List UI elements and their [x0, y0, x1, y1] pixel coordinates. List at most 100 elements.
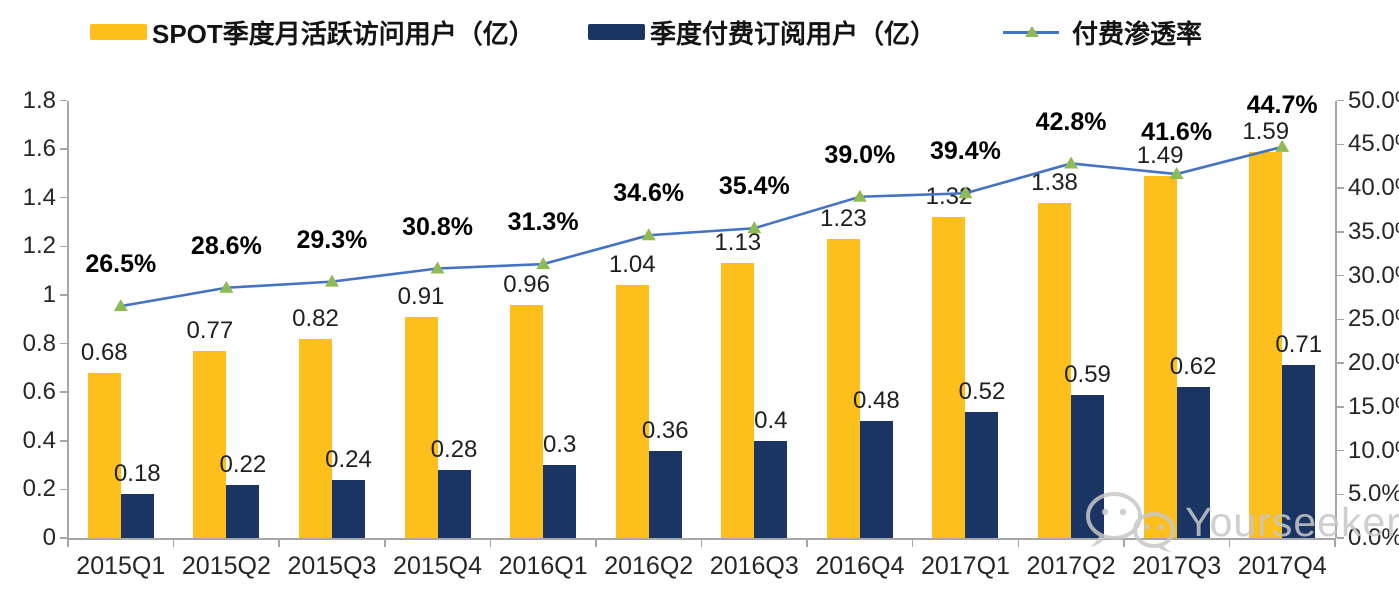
left-axis-tick: [60, 488, 67, 491]
right-axis-tick: [1336, 493, 1344, 495]
mau-value-label: 1.32: [925, 183, 973, 211]
x-axis-label: 2017Q3: [1132, 552, 1222, 580]
x-axis-label: 2017Q4: [1237, 552, 1327, 580]
subs-value-label: 0.71: [1275, 331, 1323, 359]
left-axis-tick: [60, 99, 67, 102]
penetration-label: 35.4%: [718, 172, 790, 201]
subs-legend-label: 季度付费订阅用户（亿）: [650, 18, 937, 49]
mau-value-label: 1.38: [1031, 168, 1078, 196]
x-axis-tick: [911, 539, 914, 547]
right-axis-tick-label: 25.0%: [1348, 305, 1399, 333]
mau-bar: [87, 372, 121, 538]
mau-bar: [193, 350, 227, 538]
x-axis-tick: [595, 539, 597, 547]
watermark-text: Yourseeker: [1185, 498, 1399, 545]
left-axis-tick: [60, 391, 67, 393]
right-axis-tick-label: 5.0%: [1348, 480, 1399, 508]
left-axis-tick-label: 0.8: [22, 329, 56, 357]
x-axis-tick: [1228, 539, 1231, 547]
mau-legend-label: SPOT季度月活跃访问用户（亿）: [152, 18, 535, 49]
subs-bar: [1176, 387, 1210, 538]
penetration-label: 28.6%: [190, 231, 262, 260]
right-axis-tick: [1336, 143, 1344, 145]
subs-bar: [437, 469, 471, 538]
left-axis-tick: [60, 537, 67, 539]
subs-bar: [331, 479, 365, 538]
right-axis-tick: [1336, 318, 1344, 320]
penetration-legend-label: 付费渗透率: [1072, 18, 1203, 49]
x-axis-label: 2015Q3: [287, 552, 377, 580]
legend-item-subs: 季度付费订阅用户（亿）: [588, 14, 936, 50]
x-axis-label: 2016Q4: [815, 552, 905, 580]
subs-value-label: 0.62: [1169, 353, 1217, 381]
x-axis-line: [67, 538, 1336, 540]
trend-marker: [324, 274, 339, 287]
x-axis-tick: [806, 539, 808, 547]
subs-value-label: 0.36: [641, 416, 689, 444]
subs-bar: [120, 494, 154, 538]
left-axis-line: [67, 100, 69, 538]
left-axis-tick-label: 0.4: [22, 426, 56, 454]
mau-value-label: 0.68: [80, 338, 128, 366]
trend-marker: [430, 261, 445, 274]
mau-bar: [298, 338, 332, 538]
mau-legend-swatch: [90, 24, 147, 40]
left-axis-tick: [60, 294, 67, 296]
mau-value-label: 0.91: [397, 282, 445, 310]
x-axis-tick: [172, 539, 175, 547]
trend-marker: [219, 280, 234, 293]
right-axis-tick: [1336, 406, 1344, 408]
left-axis-tick-label: 1.6: [22, 135, 56, 163]
x-axis-label: 2015Q1: [76, 552, 166, 580]
x-axis-label: 2015Q4: [393, 552, 483, 580]
x-axis-tick: [489, 539, 492, 547]
penetration-label: 42.8%: [1035, 107, 1107, 136]
right-axis-tick: [1336, 99, 1344, 102]
right-axis-tick-label: 45.0%: [1348, 130, 1399, 158]
left-axis-tick: [60, 245, 67, 248]
right-axis-line: [1335, 100, 1337, 538]
mau-value-label: 0.82: [292, 304, 339, 332]
left-axis-tick: [60, 440, 67, 442]
left-axis-tick-label: 1.8: [22, 86, 56, 114]
subs-value-label: 0.3: [542, 431, 577, 459]
legend-item-mau: SPOT季度月活跃访问用户（亿）: [90, 14, 535, 50]
right-axis-tick-label: 35.0%: [1348, 217, 1399, 245]
subs-value-label: 0.28: [430, 435, 478, 463]
left-axis-tick-label: 1.4: [22, 183, 56, 211]
right-axis-tick: [1336, 362, 1344, 364]
mau-value-label: 1.59: [1242, 117, 1290, 145]
left-axis-tick-label: 0.6: [22, 378, 56, 406]
x-axis-label: 2017Q1: [920, 552, 1010, 580]
right-axis-tick: [1336, 231, 1344, 233]
left-axis-tick: [60, 342, 67, 345]
left-axis-tick-label: 0: [42, 524, 56, 551]
subs-bar: [543, 465, 577, 538]
subs-value-label: 0.48: [853, 387, 900, 415]
x-axis-label: 2015Q2: [181, 552, 271, 580]
penetration-label: 39.4%: [930, 137, 1001, 166]
right-axis-tick: [1336, 537, 1344, 539]
subs-value-label: 0.4: [754, 406, 788, 434]
left-axis-tick: [60, 196, 67, 199]
mau-value-label: 0.96: [503, 270, 550, 298]
x-axis-tick: [700, 539, 703, 547]
x-axis-tick: [1334, 539, 1336, 547]
x-axis-tick: [67, 539, 69, 547]
x-axis-tick: [1017, 539, 1019, 547]
subs-bar: [648, 450, 682, 538]
subs-legend-swatch: [588, 24, 645, 40]
trend-marker: [113, 299, 128, 312]
x-axis-label: 2016Q1: [498, 552, 588, 580]
subs-bar: [754, 440, 788, 538]
subs-value-label: 0.24: [325, 445, 372, 473]
subs-value-label: 0.22: [219, 450, 267, 478]
penetration-label: 41.6%: [1141, 118, 1213, 146]
subs-value-label: 0.52: [958, 377, 1006, 405]
right-axis-tick: [1336, 449, 1344, 452]
right-axis-tick-label: 10.0%: [1348, 436, 1399, 464]
mau-bar: [510, 304, 544, 538]
x-axis-tick: [384, 539, 386, 547]
legend-item-penetration: 付费渗透率: [1003, 14, 1202, 50]
mau-value-label: 0.77: [186, 316, 234, 344]
